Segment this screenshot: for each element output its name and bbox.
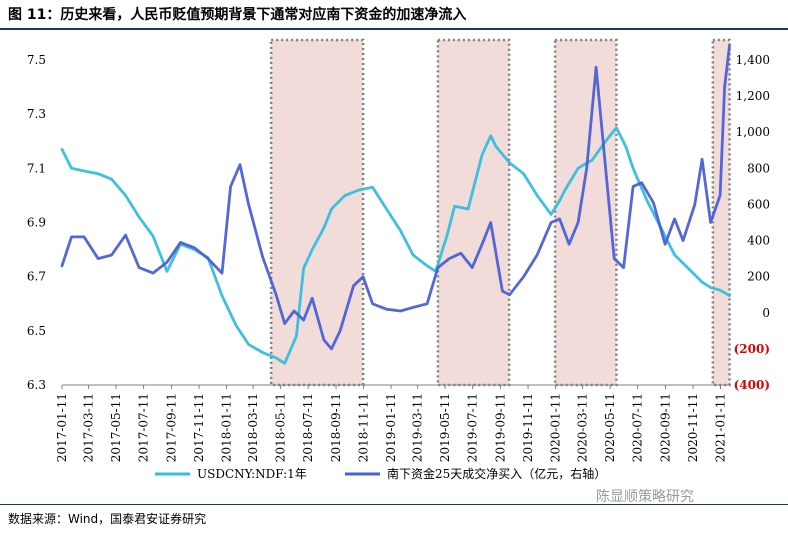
left-tick-label: 6.9 (27, 216, 46, 230)
right-tick-label: 1,000 (736, 125, 770, 139)
left-tick-label: 6.7 (27, 270, 46, 284)
x-tick-label: 2019-07-11 (466, 393, 480, 462)
x-tick-label: 2018-01-11 (220, 393, 234, 462)
left-tick-label: 7.5 (27, 53, 46, 67)
x-tick-label: 2018-11-11 (357, 393, 371, 462)
x-tick-label: 2020-09-11 (659, 393, 673, 462)
right-tick-label: 800 (747, 161, 770, 175)
legend-label: 南下资金25天成交净买入（亿元，右轴） (387, 466, 606, 481)
x-tick-label: 2018-09-11 (329, 393, 343, 462)
x-tick-label: 2018-05-11 (274, 393, 288, 462)
series-line-usdcny (60, 126, 731, 365)
title-rule (0, 28, 788, 30)
series-lines (60, 44, 731, 365)
shaded-periods (269, 38, 731, 387)
right-tick-label: 600 (747, 197, 770, 211)
x-tick-label: 2019-05-11 (438, 393, 452, 462)
left-tick-label: 6.3 (27, 378, 46, 392)
right-tick-label: 0 (762, 306, 770, 320)
legend: USDCNY:NDF:1年 南下资金25天成交净买入（亿元，右轴） (155, 466, 606, 481)
shaded-period-1 (269, 38, 365, 387)
x-tick-label: 2017-11-11 (192, 393, 206, 462)
right-tick-label: 1,400 (736, 53, 770, 67)
x-tick-label: 2017-07-11 (137, 393, 151, 462)
left-tick-label: 7.1 (27, 161, 46, 175)
x-tick-label: 2017-03-11 (82, 393, 96, 462)
x-tick-label: 2020-05-11 (603, 393, 617, 462)
right-tick-label: (200) (734, 342, 770, 356)
right-axis-ticks: (400) (200) 0 200 400 600 800 1,000 1,200 1,400 (734, 53, 770, 392)
x-tick-label: 2019-11-11 (521, 393, 535, 462)
x-tick-label: 2021-01-11 (714, 393, 728, 462)
x-tick-label: 2017-01-11 (55, 393, 69, 462)
left-tick-label: 6.5 (27, 324, 46, 338)
watermark: 陈显顺策略研究 (596, 489, 694, 505)
x-tick-label: 2020-03-11 (576, 393, 590, 462)
right-tick-label: (400) (734, 378, 770, 392)
x-tick-label: 2020-11-11 (686, 393, 700, 462)
shaded-period-2 (436, 38, 511, 387)
x-tick-label: 2017-09-11 (165, 393, 179, 462)
x-tick-label: 2018-03-11 (246, 393, 260, 462)
x-tick-label: 2019-03-11 (411, 393, 425, 462)
x-tick-label: 2020-01-11 (549, 393, 563, 462)
x-tick-label: 2019-09-11 (494, 393, 508, 462)
x-axis-ticks: 2017-01-11 2017-03-11 2017-05-11 2017-07-11… (55, 385, 728, 462)
left-axis-ticks: 6.3 6.5 6.7 6.9 7.1 7.3 7.5 (27, 53, 46, 392)
footer-rule (0, 504, 788, 505)
source-note: 数据来源：Wind，国泰君安证券研究 (8, 512, 207, 526)
x-tick-label: 2020-07-11 (631, 393, 645, 462)
x-tick-label: 2017-05-11 (109, 393, 123, 462)
right-tick-label: 1,200 (736, 89, 770, 103)
right-tick-label: 200 (747, 270, 770, 284)
x-tick-label: 2019-01-11 (384, 393, 398, 462)
legend-label: USDCNY:NDF:1年 (197, 467, 307, 481)
left-tick-label: 7.3 (27, 107, 46, 121)
x-tick-label: 2018-07-11 (301, 393, 315, 462)
chart-title: 图 11：历史来看，人民币贬值预期背景下通常对应南下资金的加速净流入 (8, 7, 467, 23)
series-line-southbound (60, 44, 731, 351)
shaded-period-3 (553, 38, 618, 387)
right-tick-label: 400 (747, 234, 770, 248)
